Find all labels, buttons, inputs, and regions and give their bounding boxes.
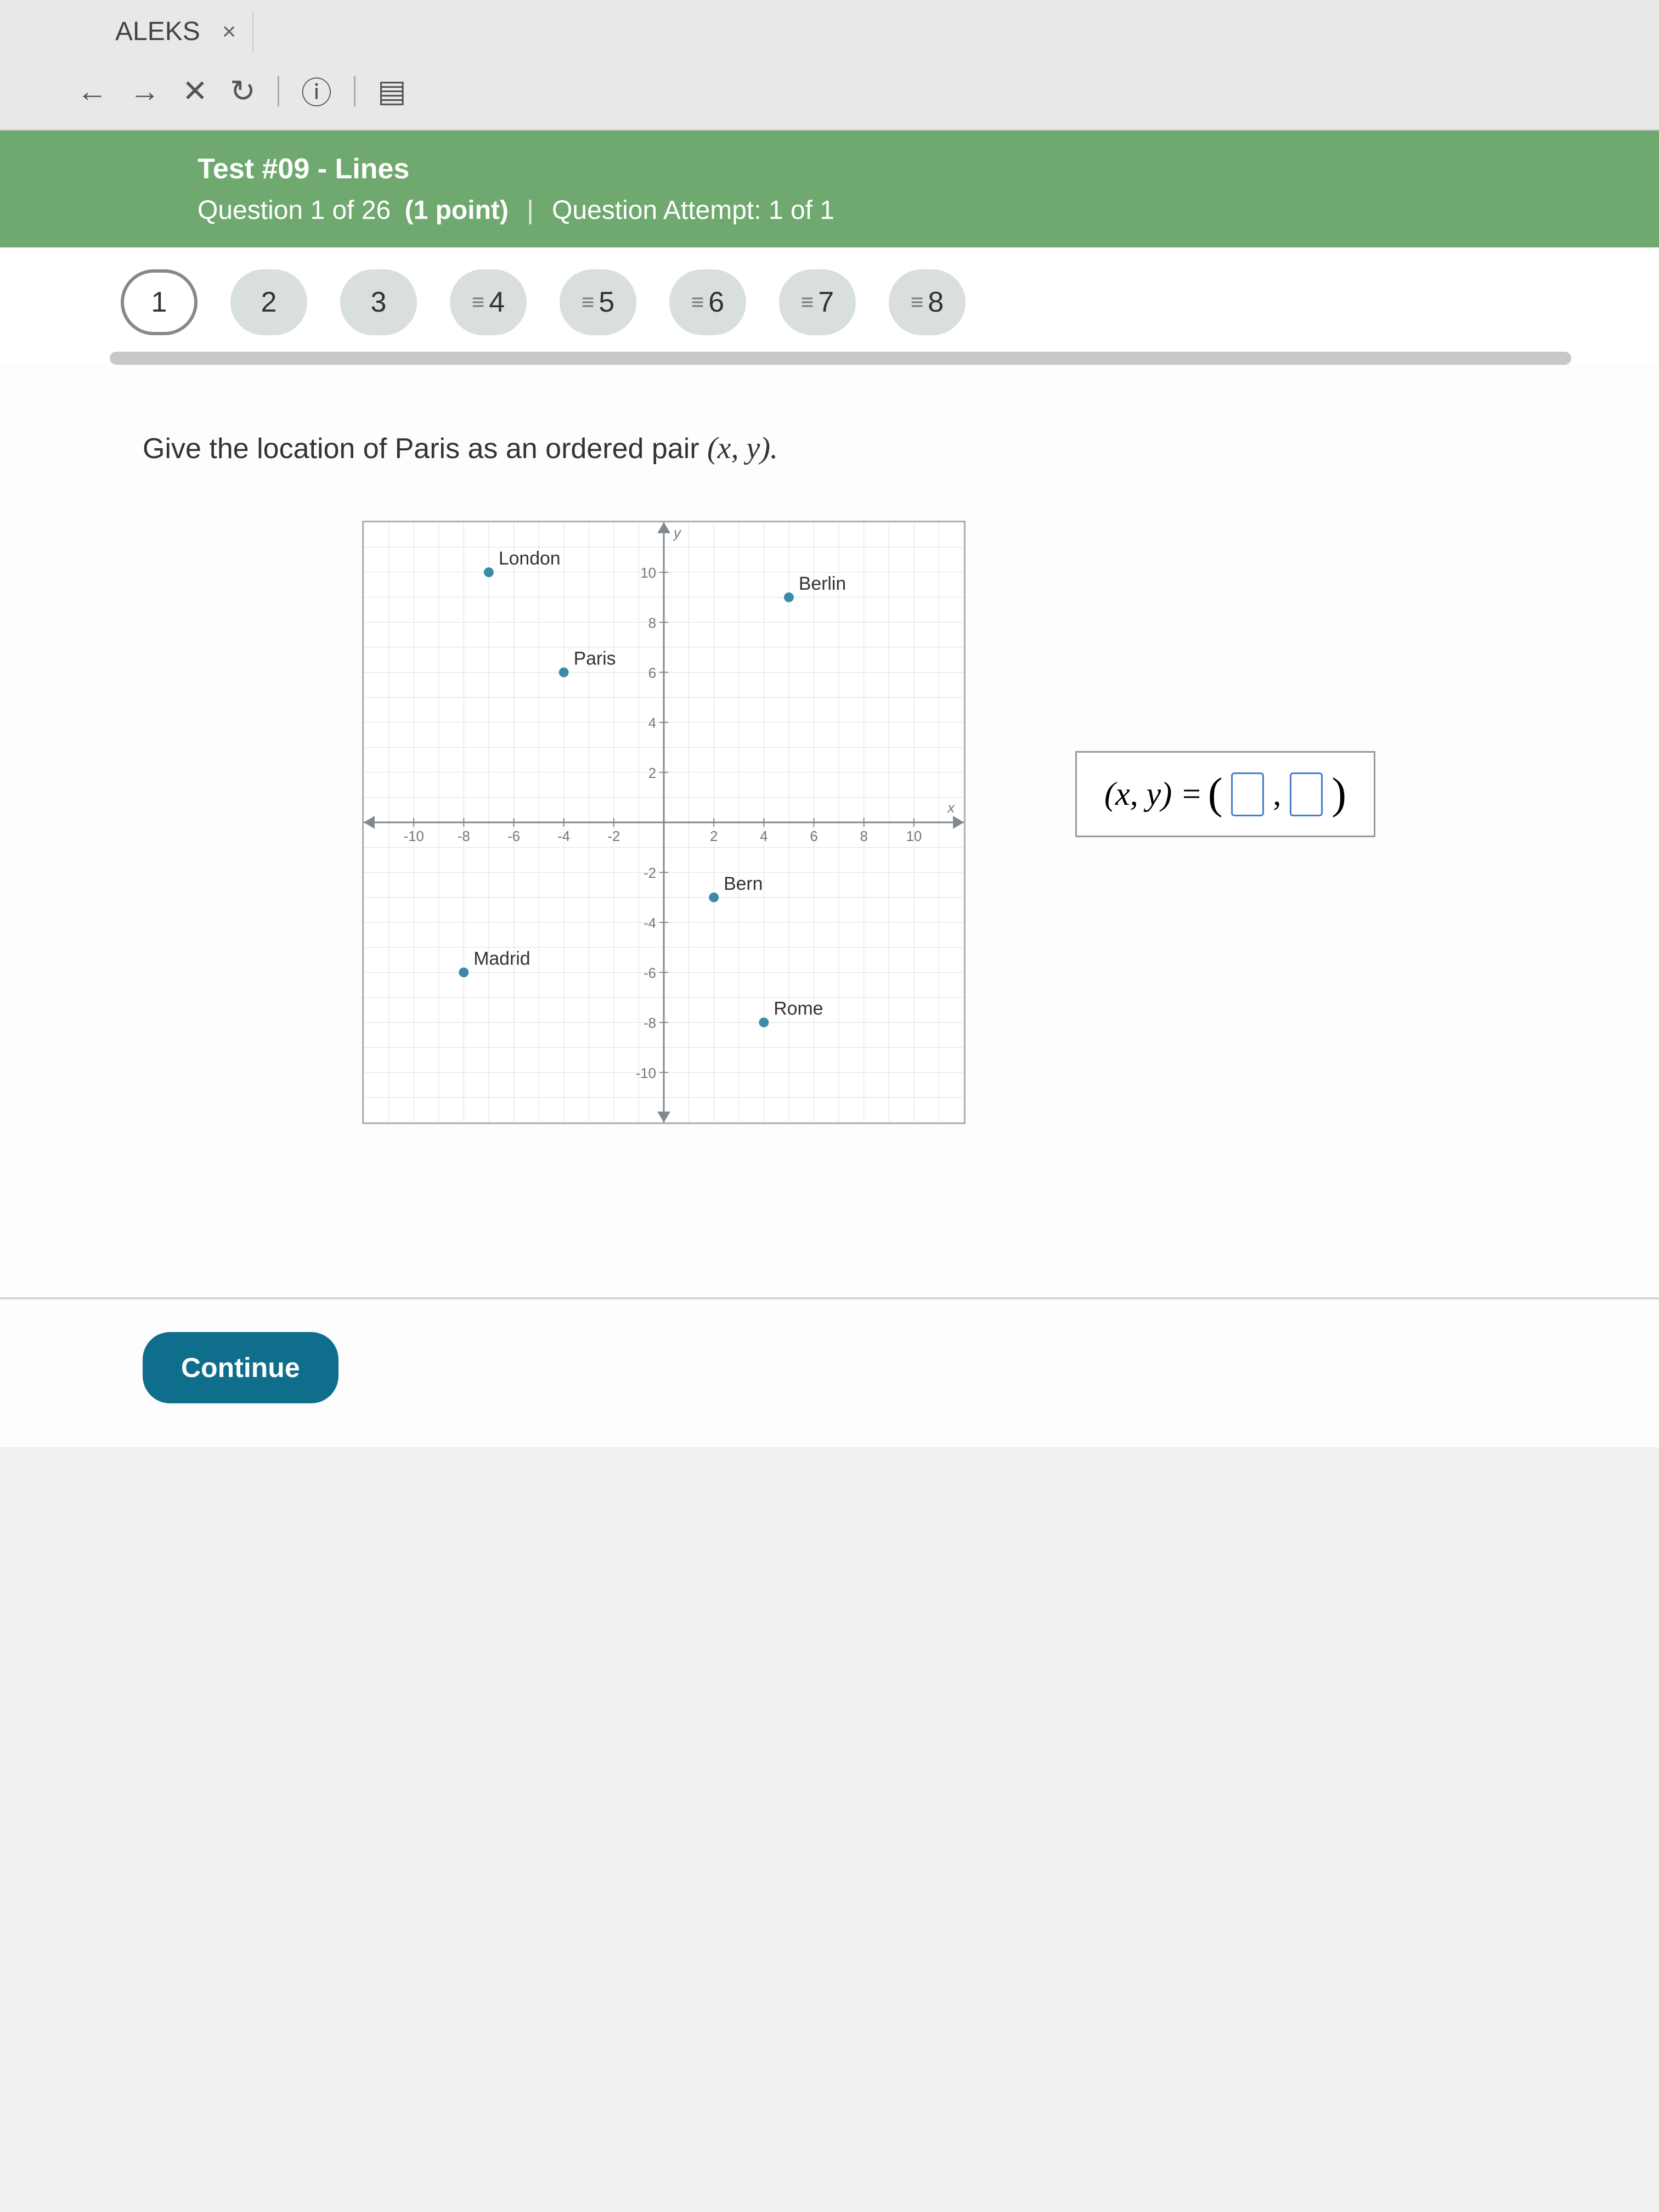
test-header: Test #09 - Lines Question 1 of 26 (1 poi…	[0, 131, 1659, 247]
svg-text:-4: -4	[644, 916, 656, 931]
prompt-math: (x, y).	[707, 431, 778, 465]
svg-text:x: x	[946, 800, 955, 816]
pill-number: 1	[151, 286, 167, 319]
prompt-text: Give the location of Paris as an ordered…	[143, 433, 707, 465]
svg-text:4: 4	[648, 716, 656, 731]
tab-title: ALEKS	[115, 16, 200, 47]
svg-text:-4: -4	[557, 829, 570, 844]
info-icon[interactable]: ⓘ	[301, 69, 332, 113]
svg-text:-6: -6	[507, 829, 520, 844]
svg-text:6: 6	[810, 829, 817, 844]
svg-text:y: y	[673, 526, 682, 541]
bars-icon: ≡	[691, 290, 702, 315]
reader-icon[interactable]: ▤	[377, 73, 407, 109]
svg-text:2: 2	[710, 829, 718, 844]
question-pill-7[interactable]: ≡7	[779, 269, 856, 335]
footer-bar: Continue	[0, 1297, 1659, 1447]
y-input[interactable]	[1290, 772, 1323, 816]
progress-bar	[110, 352, 1571, 365]
svg-text:-8: -8	[458, 829, 470, 844]
svg-text:2: 2	[648, 766, 656, 781]
pill-number: 3	[371, 286, 387, 319]
question-nav: 123≡4≡5≡6≡7≡8	[0, 247, 1659, 352]
svg-text:Rome: Rome	[774, 998, 823, 1019]
svg-text:10: 10	[640, 566, 656, 581]
divider: |	[527, 196, 533, 225]
svg-text:London: London	[499, 548, 561, 569]
reload-icon[interactable]: ↻	[230, 73, 256, 109]
continue-button[interactable]: Continue	[143, 1332, 338, 1403]
svg-text:-2: -2	[644, 866, 656, 881]
svg-text:-6: -6	[644, 966, 656, 981]
svg-text:-2: -2	[607, 829, 620, 844]
svg-text:6: 6	[648, 665, 656, 681]
pill-number: 2	[261, 286, 277, 319]
answer-box: (x, y) = ( , )	[1075, 751, 1375, 837]
test-title: Test #09 - Lines	[198, 153, 1626, 185]
comma: ,	[1273, 775, 1281, 813]
stop-icon[interactable]: ✕	[182, 73, 208, 109]
pill-number: 7	[818, 286, 834, 319]
question-content: Give the location of Paris as an ordered…	[0, 365, 1659, 1297]
bars-icon: ≡	[911, 290, 921, 315]
pill-number: 6	[708, 286, 724, 319]
svg-text:Madrid: Madrid	[473, 949, 530, 969]
bars-icon: ≡	[801, 290, 811, 315]
question-points: (1 point)	[405, 196, 509, 225]
question-prompt: Give the location of Paris as an ordered…	[143, 431, 1571, 466]
bars-icon: ≡	[582, 290, 592, 315]
question-pill-3[interactable]: 3	[340, 269, 417, 335]
svg-text:8: 8	[648, 616, 656, 631]
browser-tab-bar: ALEKS ×	[0, 0, 1659, 58]
coordinate-graph[interactable]: x y 10 8 6 4 2 -2 -4 -6 -8 -10 -10 -8 -6 -4 -2 2 4 6 8 10 Lond…	[362, 521, 966, 1124]
svg-text:Bern: Bern	[724, 873, 763, 894]
svg-text:8: 8	[860, 829, 867, 844]
pill-number: 4	[489, 286, 505, 319]
svg-text:10: 10	[906, 829, 922, 844]
back-icon[interactable]: ←	[77, 73, 108, 109]
question-pill-2[interactable]: 2	[230, 269, 307, 335]
browser-toolbar: ← → ✕ ↻ ⓘ ▤	[0, 58, 1659, 131]
question-pill-4[interactable]: ≡4	[450, 269, 527, 335]
forward-icon[interactable]: →	[129, 73, 160, 109]
bars-icon: ≡	[472, 290, 482, 315]
close-icon[interactable]: ×	[222, 18, 236, 46]
toolbar-divider	[354, 76, 356, 106]
svg-text:Paris: Paris	[574, 648, 616, 669]
question-pill-8[interactable]: ≡8	[889, 269, 966, 335]
question-pill-6[interactable]: ≡6	[669, 269, 746, 335]
browser-tab[interactable]: ALEKS ×	[99, 11, 253, 52]
paren-open: (	[1208, 769, 1223, 819]
paren-close: )	[1331, 769, 1346, 819]
svg-text:-8: -8	[644, 1016, 656, 1031]
x-input[interactable]	[1231, 772, 1264, 816]
attempt-label: Question Attempt: 1 of 1	[552, 196, 834, 225]
question-count: Question 1 of 26	[198, 196, 391, 225]
question-pill-5[interactable]: ≡5	[560, 269, 636, 335]
svg-text:4: 4	[760, 829, 768, 844]
toolbar-divider	[278, 76, 279, 106]
question-pill-1[interactable]: 1	[121, 269, 198, 335]
pill-number: 8	[928, 286, 944, 319]
svg-text:-10: -10	[403, 829, 424, 844]
question-progress: Question 1 of 26 (1 point) | Question At…	[198, 195, 1626, 225]
svg-text:Berlin: Berlin	[799, 573, 846, 594]
svg-text:-10: -10	[636, 1066, 656, 1081]
pill-number: 5	[599, 286, 614, 319]
answer-prefix: (x, y) =	[1104, 775, 1203, 813]
